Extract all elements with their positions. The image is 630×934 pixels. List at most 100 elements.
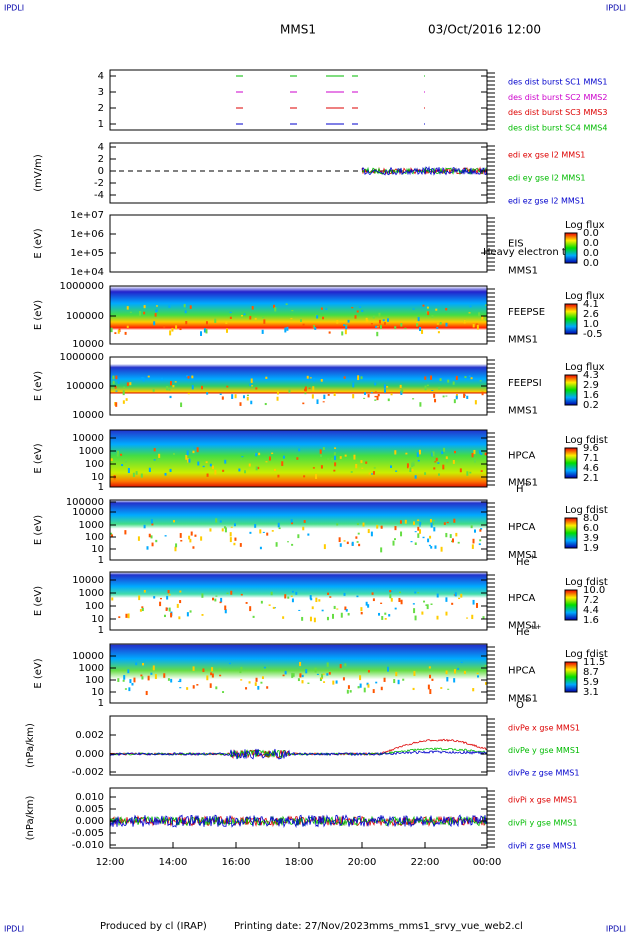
colorbar (564, 661, 578, 693)
spectrogram-speck (151, 542, 154, 547)
spectrogram-speck (169, 381, 172, 386)
spectrogram-speck (240, 679, 243, 681)
y-tick-label: 1e+07 (70, 210, 104, 221)
spectrogram-speck (373, 467, 376, 469)
spectrogram-speck (430, 522, 433, 528)
spectrogram-speck (139, 609, 142, 612)
spectrogram-speck (229, 532, 232, 537)
y-tick-label: 100000 (66, 311, 104, 322)
spectrogram-speck (302, 526, 305, 531)
spectrogram-speck (291, 672, 294, 678)
legend-entry: divPi y gse MMS1 (508, 819, 577, 828)
spectrogram-speck (355, 464, 358, 469)
spectrogram-speck (189, 305, 192, 309)
spectrogram-speck (334, 462, 337, 466)
spectrogram-speck (117, 329, 120, 334)
spectrogram-speck (295, 591, 298, 595)
spectrogram-speck (442, 395, 445, 398)
panel-frame (109, 715, 488, 776)
spectrogram-speck (320, 307, 323, 310)
spectrogram-speck (429, 674, 432, 679)
y-tick-label: 10 (91, 687, 104, 698)
spectrogram-speck (203, 328, 206, 333)
spectrogram-speck (464, 376, 467, 379)
spectrogram-speck (426, 306, 429, 309)
spectrogram-speck (215, 595, 218, 597)
spectrogram-speck (458, 597, 461, 600)
spectrogram-speck (414, 475, 417, 479)
spectrogram-speck (395, 671, 398, 677)
y-tick-label: 10 (91, 544, 104, 555)
spectrogram-speck (189, 610, 192, 613)
colorbar-label: 3.1 (583, 687, 599, 698)
spectrogram-speck (481, 316, 484, 320)
spectrogram-speck (344, 663, 347, 667)
spectrogram-speck (409, 467, 412, 472)
colorbar-label: 2.9 (583, 380, 599, 391)
spectrogram-speck (383, 322, 386, 325)
spectrogram-speck (281, 461, 284, 466)
spectrogram-speck (390, 598, 393, 602)
spectrogram-speck (445, 395, 448, 397)
spectrogram-speck (438, 387, 441, 390)
spectrogram-speck (301, 674, 304, 678)
y-axis-label: E (eV) (33, 515, 44, 545)
spectrogram-speck (183, 304, 186, 308)
spectrogram-speck (250, 378, 253, 383)
spectrogram-speck (179, 600, 182, 604)
spectrogram-speck (463, 393, 466, 398)
spectrogram-speck (278, 527, 281, 530)
spectrogram-speck (111, 534, 114, 538)
spectrogram-speck (356, 523, 359, 526)
x-tick-label: 14:00 (159, 857, 188, 868)
spectrogram-speck (457, 667, 460, 670)
spectrogram-speck (312, 386, 315, 392)
spectrogram-speck (124, 688, 127, 690)
spectrogram-speck (229, 311, 232, 314)
spectrogram-speck (142, 663, 145, 666)
spectrogram-speck (399, 520, 402, 524)
spectrogram-speck (305, 669, 308, 674)
spectrogram-speck (250, 400, 253, 405)
panel-label: MMS1 (508, 265, 538, 276)
spectrogram-speck (299, 674, 302, 678)
y-tick-label: 1e+04 (70, 267, 104, 278)
spectrogram-speck (371, 592, 374, 595)
spectrogram-speck (457, 541, 460, 544)
spectrogram-speck (370, 531, 373, 537)
spectrogram-speck (417, 526, 420, 531)
spectrogram-speck (209, 528, 212, 532)
panel-label: FEEPSE (508, 307, 545, 318)
x-tick-label: 12:00 (96, 857, 125, 868)
spectrogram-speck (401, 389, 404, 393)
legend-entry: divPi x gse MMS1 (508, 796, 577, 805)
y-tick-label: 1000 (79, 520, 104, 531)
spectrogram-speck (473, 459, 476, 463)
spectrogram-speck (124, 459, 127, 463)
spectrogram-speck (152, 665, 155, 671)
spectrogram-speck (368, 472, 371, 475)
y-tick-label: 0.010 (75, 792, 104, 803)
panel-label: Heavy electron to (483, 247, 572, 258)
spectrogram-speck (446, 458, 449, 463)
spectrogram-speck (255, 466, 258, 471)
spectrogram-speck (179, 687, 182, 689)
spectrogram-speck (320, 677, 323, 680)
spectrogram-speck (333, 469, 336, 472)
spectrogram-speck (430, 546, 433, 549)
footer-text: mms_mms1_srvy_vue_web2.cl (369, 921, 523, 932)
spectrogram-speck (485, 682, 488, 685)
colorbar-label: 7.2 (583, 595, 599, 606)
colorbar-title: Log fdist (565, 649, 608, 660)
spectrogram-speck (376, 395, 379, 401)
spectrogram-speck (479, 380, 482, 382)
colorbar-label: 5.9 (583, 677, 599, 688)
spectrogram-speck (122, 390, 125, 396)
spectrogram-speck (153, 596, 156, 599)
spectrogram-speck (254, 317, 257, 320)
spectrogram-speck (334, 465, 337, 467)
spectrogram-speck (266, 686, 269, 689)
spectrogram-speck (322, 447, 325, 450)
spectrogram-speck (219, 601, 222, 604)
spectrogram-speck (436, 326, 439, 329)
